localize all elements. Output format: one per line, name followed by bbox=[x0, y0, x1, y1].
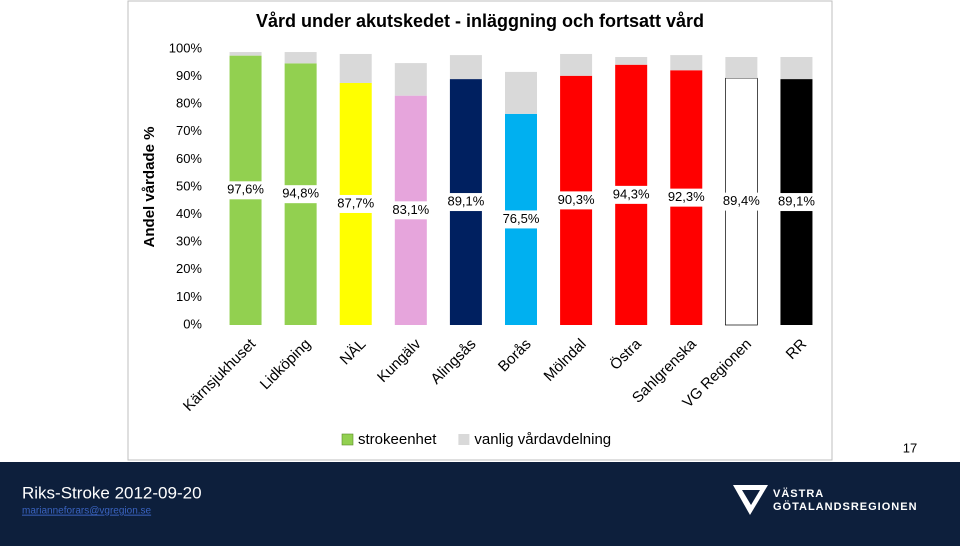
data-label-bg bbox=[384, 201, 437, 220]
data-label: 90,3% bbox=[558, 192, 595, 207]
data-label-bg bbox=[550, 191, 603, 210]
bar bbox=[505, 71, 537, 114]
y-tick-label: 40% bbox=[176, 206, 202, 221]
data-label: 89,4% bbox=[723, 193, 760, 208]
data-label-bg bbox=[219, 181, 272, 200]
chart-title: Vård under akutskedet - inläggning och f… bbox=[256, 11, 704, 31]
data-label-bg bbox=[605, 185, 658, 204]
footer-band bbox=[0, 462, 960, 546]
legend-label: strokeenhet bbox=[358, 431, 437, 448]
bar bbox=[229, 52, 262, 56]
bar bbox=[394, 63, 427, 96]
footer-email: marianneforars@vgregion.se bbox=[22, 506, 152, 517]
y-tick-label: 70% bbox=[176, 123, 202, 138]
y-tick-label: 20% bbox=[176, 261, 202, 276]
data-label: 83,1% bbox=[392, 202, 429, 217]
data-label: 97,6% bbox=[227, 182, 264, 197]
bar bbox=[560, 53, 593, 76]
bar bbox=[615, 57, 648, 65]
y-tick-label: 100% bbox=[169, 40, 203, 55]
data-label-bg bbox=[660, 188, 713, 207]
bar bbox=[670, 55, 703, 71]
y-tick-label: 60% bbox=[176, 151, 202, 166]
legend-label: vanlig vårdavdelning bbox=[474, 431, 611, 448]
data-label-bg bbox=[439, 193, 492, 212]
data-label-bg bbox=[495, 210, 547, 229]
data-label-bg bbox=[329, 194, 382, 213]
y-tick-label: 80% bbox=[176, 96, 202, 111]
data-label-bg bbox=[715, 192, 768, 211]
logo-text: GÖTALANDSREGIONEN bbox=[773, 500, 918, 513]
footer-title: Riks-Stroke 2012-09-20 bbox=[22, 483, 202, 502]
legend-swatch bbox=[458, 434, 470, 445]
data-label: 94,3% bbox=[613, 186, 650, 201]
data-label: 89,1% bbox=[778, 193, 815, 208]
bar bbox=[449, 55, 482, 80]
y-tick-label: 10% bbox=[176, 289, 202, 304]
logo-text: VÄSTRA bbox=[773, 487, 824, 500]
y-tick-label: 90% bbox=[176, 68, 202, 83]
y-tick-label: 30% bbox=[176, 234, 202, 249]
data-label-bg bbox=[770, 193, 823, 212]
legend-swatch bbox=[341, 433, 354, 446]
data-label-bg bbox=[274, 185, 327, 204]
logo-mark-inner bbox=[742, 490, 760, 505]
bar bbox=[780, 57, 813, 80]
data-label: 94,8% bbox=[282, 186, 319, 201]
data-label: 92,3% bbox=[668, 189, 705, 204]
bar bbox=[725, 57, 758, 79]
slide-number: 17 bbox=[903, 440, 917, 455]
data-label: 76,5% bbox=[503, 211, 540, 226]
bar bbox=[339, 53, 372, 83]
bar bbox=[284, 52, 317, 64]
y-tick-label: 0% bbox=[183, 316, 202, 331]
y-axis-label: Andel vårdade % bbox=[141, 127, 158, 248]
y-tick-label: 50% bbox=[176, 178, 202, 193]
data-label: 89,1% bbox=[447, 193, 484, 208]
data-label: 87,7% bbox=[337, 195, 374, 210]
